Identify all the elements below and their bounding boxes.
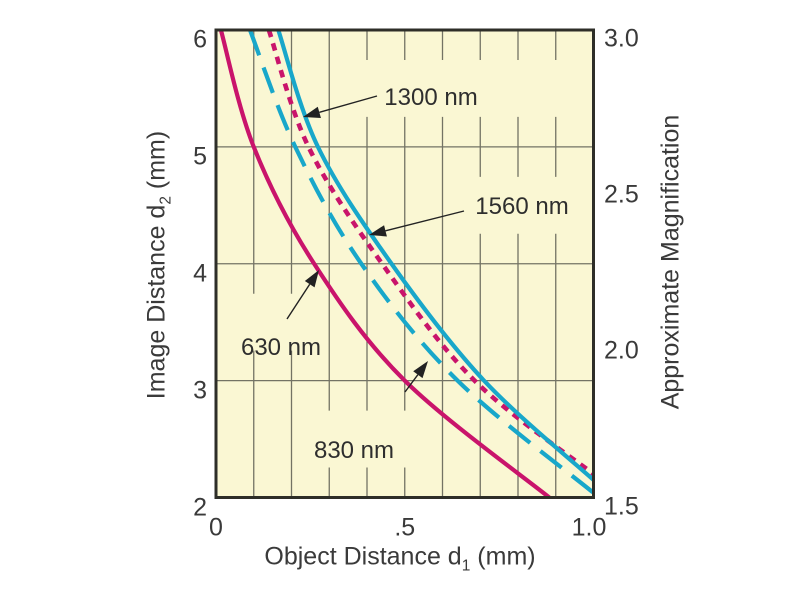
y-axis-title-left-text: Image Distance d bbox=[142, 204, 171, 400]
curve-1560nm bbox=[276, 30, 594, 482]
plot-border bbox=[214, 28, 595, 499]
y-tick-right-3.0: 3.0 bbox=[604, 24, 639, 53]
y-tick-left-3: 3 bbox=[193, 376, 207, 405]
arrowhead-630nm bbox=[304, 270, 319, 288]
arrowhead-830nm bbox=[413, 361, 428, 379]
y-tick-right-1.5: 1.5 bbox=[604, 492, 639, 520]
y-tick-right-2.0: 2.0 bbox=[604, 336, 639, 365]
y-tick-right-2.5: 2.5 bbox=[604, 180, 639, 209]
arrow-line-1300nm bbox=[319, 95, 378, 114]
curve-label-1300nm: 1300 nm bbox=[384, 84, 478, 111]
arrowhead-1560nm bbox=[369, 225, 387, 237]
y-axis-title-left-unit: (mm) bbox=[142, 130, 171, 197]
x-tick-.5: .5 bbox=[394, 513, 416, 542]
y-tick-left-5: 5 bbox=[193, 142, 207, 171]
x-axis-title-text: Object Distance d bbox=[264, 542, 462, 571]
y-axis-title-left: Image Distance d2 (mm) bbox=[142, 130, 175, 400]
y-axis-title-right: Approximate Magnification bbox=[656, 114, 685, 410]
curve-830nm bbox=[248, 30, 594, 495]
y-axis-title-left-subscript: 2 bbox=[157, 196, 175, 205]
curve-label-830nm: 830 nm bbox=[313, 437, 395, 464]
arrowhead-1300nm bbox=[303, 106, 321, 118]
curve-label-1560nm: 1560 nm bbox=[475, 193, 569, 220]
curve-630nm bbox=[218, 30, 551, 498]
x-tick-0: 0 bbox=[209, 513, 223, 542]
y-tick-left-2: 2 bbox=[193, 493, 207, 521]
y-tick-left-6: 6 bbox=[193, 25, 207, 54]
curve-1300nm bbox=[266, 30, 594, 476]
arrow-line-1560nm bbox=[385, 210, 465, 232]
arrow-line-630nm bbox=[286, 283, 311, 320]
x-tick-1.0: 1.0 bbox=[571, 513, 607, 542]
curve-label-630nm: 630 nm bbox=[240, 334, 322, 361]
y-tick-left-4: 4 bbox=[193, 259, 207, 288]
arrow-line-830nm bbox=[404, 374, 419, 393]
x-axis-title-unit: (mm) bbox=[470, 542, 536, 571]
x-axis-title: Object Distance d1 (mm) bbox=[264, 542, 536, 574]
x-axis-title-subscript: 1 bbox=[461, 557, 471, 575]
